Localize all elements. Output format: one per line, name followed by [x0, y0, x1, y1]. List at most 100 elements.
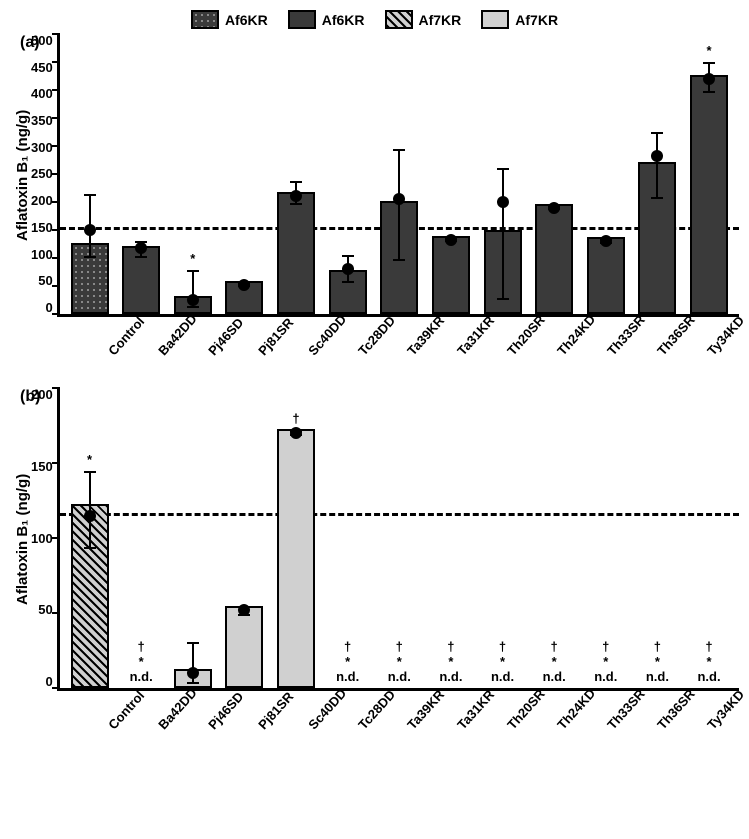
- annotation: †*n.d.: [543, 639, 566, 684]
- xtick-label: Pj46SD: [205, 323, 239, 358]
- xtick-label: Ta39KR: [405, 323, 439, 358]
- xtick-label: Ta31KR: [455, 323, 489, 358]
- ytick-label: 400: [31, 87, 53, 100]
- bar-column: [331, 34, 365, 314]
- legend-label: Af6KR: [225, 12, 268, 28]
- annotation: †*n.d.: [388, 639, 411, 684]
- error-bar: [656, 132, 658, 199]
- bar: [690, 75, 728, 314]
- legend-label: Af7KR: [515, 12, 558, 28]
- annotation: †*n.d.: [646, 639, 669, 684]
- xtick-label: Th33SR: [604, 697, 638, 732]
- data-point-dot: [393, 193, 405, 205]
- bar-column: [73, 34, 107, 314]
- panel-a-chart: Aflatoxin B₁ (ng/g) 50045040035030025020…: [10, 34, 739, 317]
- bar-column: [124, 34, 158, 314]
- bar-column: †*n.d.: [537, 388, 571, 688]
- legend-item: Af7KR: [385, 10, 462, 29]
- bar: [587, 237, 625, 314]
- bar-column: [227, 388, 261, 688]
- bar-column: [382, 34, 416, 314]
- bar-column: [434, 34, 468, 314]
- bar-column: [486, 34, 520, 314]
- bar-column: †*n.d.: [331, 388, 365, 688]
- ytick-label: 250: [31, 167, 53, 180]
- bar: [432, 236, 470, 314]
- bar-column: †*n.d.: [692, 388, 726, 688]
- annotation: †*n.d.: [336, 639, 359, 684]
- xtick-label: Th20SR: [505, 323, 539, 358]
- data-point-dot: [497, 196, 509, 208]
- annotation: *: [190, 251, 195, 266]
- ytick-label: 200: [31, 194, 53, 207]
- annotation: *: [706, 43, 711, 58]
- panel-b-xlabels: ControlBa42DDPj46SDPj81SRSc40DDTc28DDTa3…: [82, 691, 739, 712]
- ytick-label: 0: [45, 301, 52, 314]
- xtick-label: Ba42DD: [155, 697, 189, 732]
- xtick-label: Th20SR: [505, 697, 539, 732]
- bar-column: [176, 388, 210, 688]
- ytick-label: 300: [31, 141, 53, 154]
- xtick-label: Pj81SR: [255, 323, 289, 358]
- data-point-dot: [600, 235, 612, 247]
- legend-swatch: [288, 10, 316, 29]
- xtick-label: Ty34KD: [704, 697, 738, 732]
- bar-column: †*n.d.: [434, 388, 468, 688]
- annotation: †*n.d.: [491, 639, 514, 684]
- data-point-dot: [290, 190, 302, 202]
- legend-item: Af7KR: [481, 10, 558, 29]
- xtick-label: Th36SR: [654, 697, 688, 732]
- annotation: *: [87, 452, 92, 467]
- panel-a-xlabels: ControlBa42DDPj46SDPj81SRSc40DDTc28DDTa3…: [82, 317, 739, 338]
- legend-label: Af6KR: [322, 12, 365, 28]
- data-point-dot: [187, 294, 199, 306]
- bars: **: [60, 34, 739, 314]
- xtick-label: Tc28DD: [355, 697, 389, 732]
- legend-item: Af6KR: [288, 10, 365, 29]
- xtick-label: Ty34KD: [704, 323, 738, 358]
- data-point-dot: [84, 224, 96, 236]
- legend-label: Af7KR: [419, 12, 462, 28]
- annotation: †*n.d.: [130, 639, 153, 684]
- panel-a-plot: **: [57, 34, 739, 317]
- xtick-label: Ba42DD: [155, 323, 189, 358]
- data-point-dot: [238, 279, 250, 291]
- xtick-label: Sc40DD: [305, 697, 339, 732]
- panel-b-plot: * †*n.d. † †*n.d. †*n.d. †*n.d. †*n.d. †*n.d. †*…: [57, 388, 739, 691]
- xtick-label: Ta39KR: [405, 697, 439, 732]
- data-point-dot: [290, 427, 302, 439]
- panel-a-ylabel: Aflatoxin B₁ (ng/g): [10, 34, 31, 317]
- annotation: †: [292, 411, 299, 426]
- data-point-dot: [238, 604, 250, 616]
- error-bar: [502, 168, 504, 300]
- data-point-dot: [135, 242, 147, 254]
- xtick-label: Control: [105, 697, 139, 732]
- bar-column: [640, 34, 674, 314]
- bar-column: †*n.d.: [589, 388, 623, 688]
- panel-a: (a) Aflatoxin B₁ (ng/g) 5004504003503002…: [10, 34, 739, 338]
- legend: Af6KR Af6KR Af7KR Af7KR: [10, 10, 739, 29]
- annotation: †*n.d.: [594, 639, 617, 684]
- xtick-label: Th24KD: [554, 697, 588, 732]
- xtick-label: Ta31KR: [455, 697, 489, 732]
- xtick-label: Pj46SD: [205, 697, 239, 732]
- bar: [277, 192, 315, 314]
- xtick-label: Sc40DD: [305, 323, 339, 358]
- legend-swatch: [191, 10, 219, 29]
- data-point-dot: [703, 73, 715, 85]
- bar: [277, 429, 315, 688]
- bar-column: *: [692, 34, 726, 314]
- ytick-label: 50: [38, 274, 52, 287]
- bar: [225, 606, 263, 688]
- bar-column: *: [73, 388, 107, 688]
- ytick-label: 50: [38, 603, 52, 616]
- data-point-dot: [84, 510, 96, 522]
- panel-b-ylabel: Aflatoxin B₁ (ng/g): [10, 388, 31, 691]
- annotation: †*n.d.: [697, 639, 720, 684]
- bar: [535, 204, 573, 314]
- xtick-label: Control: [105, 323, 139, 358]
- annotation: †*n.d.: [439, 639, 462, 684]
- figure: Af6KRAf6KRAf7KRAf7KR (a) Aflatoxin B₁ (n…: [10, 10, 739, 712]
- xtick-label: Th33SR: [604, 323, 638, 358]
- legend-item: Af6KR: [191, 10, 268, 29]
